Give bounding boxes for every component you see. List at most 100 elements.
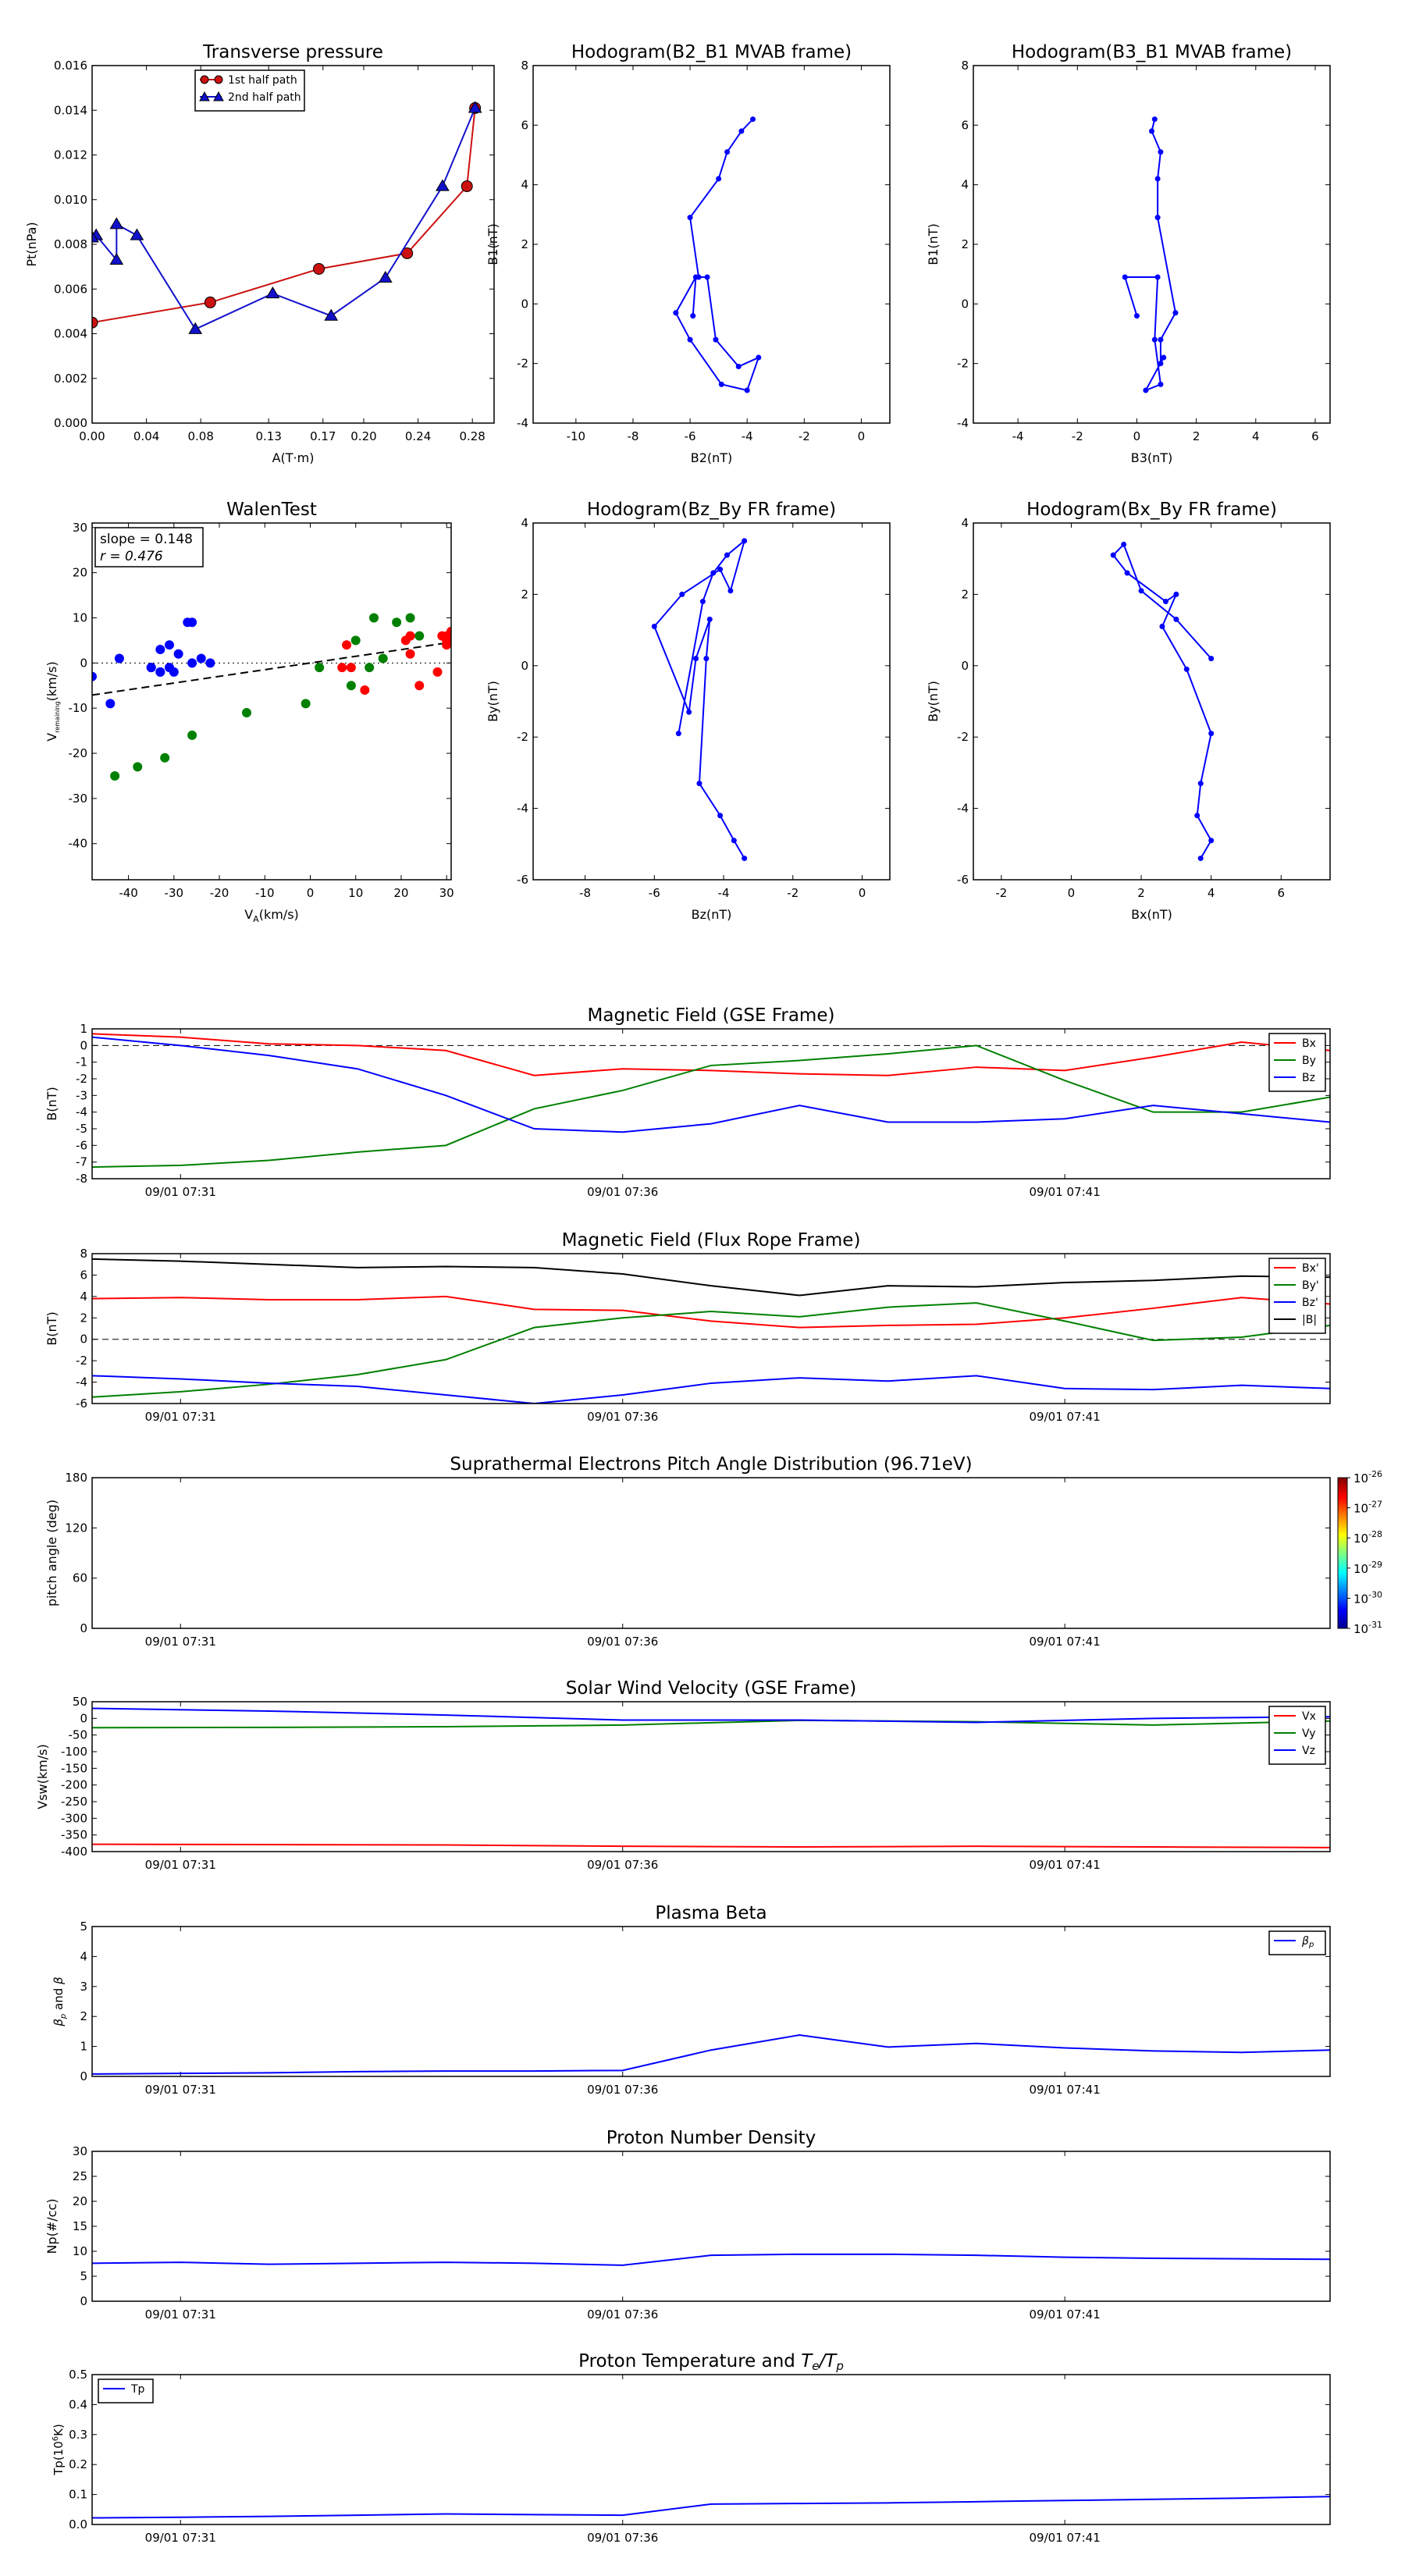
data-point xyxy=(442,631,451,641)
data-point xyxy=(1208,731,1215,737)
legend-label: 2nd half path xyxy=(228,91,301,104)
data-point xyxy=(205,658,215,668)
y-tick-label: -6 xyxy=(517,873,528,887)
data-point xyxy=(313,262,325,275)
slope-label: slope = 0.148 xyxy=(100,532,193,547)
data-layer xyxy=(92,613,451,781)
legend-marker xyxy=(214,75,223,84)
data-point xyxy=(360,685,370,696)
data-point xyxy=(1183,666,1190,672)
plot-frame xyxy=(91,1253,1331,1404)
y-tick-label: -400 xyxy=(61,1845,87,1859)
x-tick-label: 2 xyxy=(1193,429,1200,443)
data-point xyxy=(1133,313,1140,319)
series-line xyxy=(92,2253,1330,2266)
data-point xyxy=(717,813,724,819)
data-point xyxy=(346,681,356,691)
chart-tpp: Proton Temperature and Te/Tp 09/01 07:31 0… xyxy=(52,2351,1331,2545)
y-tick-label: 0 xyxy=(521,659,528,673)
data-point xyxy=(686,709,692,715)
x-tick-label: 09/01 07:36 xyxy=(587,1185,658,1199)
data-point xyxy=(675,731,681,737)
y-tick-label: 4 xyxy=(961,516,969,530)
y-tick-label: 1 xyxy=(80,1022,87,1036)
plot-frame xyxy=(91,2374,1331,2525)
x-tick-label: 09/01 07:31 xyxy=(145,1185,216,1199)
y-tick-label: -8 xyxy=(76,1172,87,1186)
x-tick-label: -6 xyxy=(649,886,660,900)
y-tick-label: 0 xyxy=(961,297,969,311)
legend-box xyxy=(1268,1258,1326,1334)
data-point xyxy=(414,681,425,691)
y-axis-label: B1(nT) xyxy=(926,223,941,265)
y-tick-label: -300 xyxy=(61,1811,87,1825)
data-layer xyxy=(92,2253,1330,2266)
legend-label: By xyxy=(1302,1055,1316,1067)
y-tick-label: 0.008 xyxy=(54,237,87,251)
y-tick-label: 10 xyxy=(73,610,87,624)
data-point xyxy=(378,653,388,664)
fit-line xyxy=(92,641,451,696)
data-point xyxy=(155,667,165,677)
y-tick-label: 120 xyxy=(65,1521,87,1535)
y-tick-label: 0.014 xyxy=(54,103,87,117)
y-tick-label: 8 xyxy=(961,59,969,73)
legend-label: Vy xyxy=(1302,1727,1316,1740)
y-tick-label: 6 xyxy=(521,118,528,132)
data-point xyxy=(92,671,97,681)
x-tick-label: 09/01 07:31 xyxy=(145,1858,216,1872)
x-tick-label: 09/01 07:31 xyxy=(145,2531,216,2545)
data-point xyxy=(301,699,311,709)
x-axis-label: B2(nT) xyxy=(691,450,733,465)
y-tick-label: 6 xyxy=(80,1268,87,1282)
data-point xyxy=(727,588,734,594)
x-tick-label: 09/01 07:41 xyxy=(1030,1410,1101,1424)
x-tick-label: 09/01 07:41 xyxy=(1030,1185,1101,1199)
data-point xyxy=(717,566,724,572)
x-tick-label: 09/01 07:36 xyxy=(587,2531,658,2545)
series-line xyxy=(1112,543,1212,859)
y-tick-label: 2 xyxy=(80,1311,87,1325)
data-point xyxy=(1173,616,1179,622)
y-tick-label: 1 xyxy=(80,2040,87,2054)
chart-title: Hodogram(Bx_By FR frame) xyxy=(1026,500,1277,520)
x-tick-label: 09/01 07:36 xyxy=(587,2307,658,2322)
x-tick-label: 09/01 07:36 xyxy=(587,1410,658,1424)
data-point xyxy=(742,538,748,544)
data-point xyxy=(718,381,724,387)
x-axis-label: Bz(nT) xyxy=(692,907,732,922)
data-layer xyxy=(92,1033,1330,1169)
plot-frame xyxy=(91,1926,1331,2077)
y-tick-label: 0.0 xyxy=(69,2517,87,2532)
y-axis-label: Pt(nPa) xyxy=(24,222,39,266)
data-point xyxy=(241,707,251,717)
x-tick-label: 0 xyxy=(1068,886,1076,900)
data-point xyxy=(703,656,710,662)
data-point xyxy=(1143,387,1149,393)
x-tick-label: 0.04 xyxy=(133,429,159,443)
y-tick-label: 0.012 xyxy=(54,148,87,162)
x-tick-label: -8 xyxy=(627,429,638,443)
data-point xyxy=(1151,116,1158,123)
y-tick-label: -40 xyxy=(69,837,88,851)
x-tick-label: 09/01 07:31 xyxy=(145,2307,216,2322)
y-tick-label: 25 xyxy=(73,2169,87,2183)
y-tick-label: 0.1 xyxy=(69,2488,87,2502)
series-line xyxy=(92,1044,1330,1169)
x-tick-label: 0.08 xyxy=(187,429,213,443)
y-tick-label: 0.010 xyxy=(54,193,87,207)
r-label: r = 0.476 xyxy=(100,549,163,564)
x-tick-label: -4 xyxy=(1012,429,1024,443)
data-point xyxy=(742,856,748,862)
y-tick-label: 4 xyxy=(521,178,528,192)
y-tick-label: 50 xyxy=(73,1695,87,1709)
data-point xyxy=(265,286,280,299)
data-point xyxy=(109,217,124,229)
x-tick-label: 2 xyxy=(1137,886,1145,900)
data-point xyxy=(324,308,339,321)
data-point xyxy=(1208,838,1215,844)
data-point xyxy=(1151,336,1158,343)
data-point xyxy=(401,247,414,259)
y-tick-label: -30 xyxy=(69,792,88,806)
chart-title: Hodogram(Bz_By FR frame) xyxy=(587,500,836,520)
